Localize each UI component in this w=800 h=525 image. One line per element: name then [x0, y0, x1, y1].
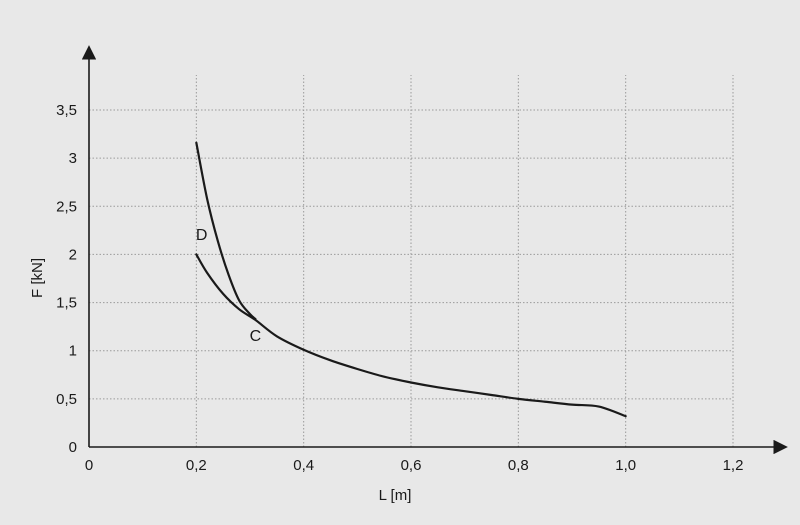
y-tick-label: 3: [69, 150, 77, 167]
x-tick-label: 1,2: [723, 457, 744, 474]
y-axis-title: F [kN]: [29, 258, 46, 298]
y-tick-label: 3,5: [56, 102, 77, 119]
tick-labels: 0 0,2 0,4 0,6 0,8 1,0 1,2 0 0,5 1 1,5 2 2,5 3 3,5: [56, 102, 743, 474]
x-tick-label: 0,2: [186, 457, 207, 474]
x-tick-label: 1,0: [615, 457, 636, 474]
y-tick-label: 2,5: [56, 198, 77, 215]
axes: [81, 45, 788, 455]
annotation-label-c: C: [250, 328, 262, 345]
y-tick-label: 0: [69, 439, 77, 456]
x-tick-label: 0,4: [293, 457, 314, 474]
y-tick-label: 2: [69, 246, 77, 263]
x-tick-label: 0,8: [508, 457, 529, 474]
series-line-1: [195, 253, 627, 418]
curves: [195, 141, 627, 418]
annotations: DC: [196, 227, 261, 345]
x-axis-title: L [m]: [379, 487, 412, 504]
y-tick-label: 0,5: [56, 391, 77, 408]
annotation-label-d: D: [196, 227, 208, 244]
x-tick-label: 0,6: [401, 457, 422, 474]
series-line-0: [195, 141, 257, 321]
y-tick-label: 1: [69, 343, 77, 360]
y-tick-label: 1,5: [56, 295, 77, 312]
x-tick-label: 0: [85, 457, 93, 474]
grid: [89, 75, 734, 447]
